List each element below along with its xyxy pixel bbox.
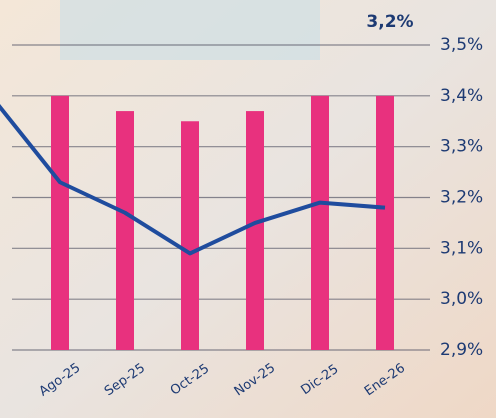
y-tick-label: 3,1% xyxy=(440,238,483,258)
annotation: 3,2% xyxy=(366,12,413,32)
bar xyxy=(311,96,329,350)
y-tick-label: 3,4% xyxy=(440,86,483,106)
bar xyxy=(246,111,264,350)
y-tick-label: 3,2% xyxy=(440,188,483,208)
y-tick-label: 2,9% xyxy=(440,340,483,360)
bar xyxy=(181,121,199,350)
background-shape xyxy=(60,0,320,60)
y-tick-label: 3,0% xyxy=(440,289,483,309)
bar xyxy=(51,96,69,350)
y-tick-label: 3,3% xyxy=(440,137,483,157)
bar xyxy=(376,96,394,350)
bar xyxy=(116,111,134,350)
y-tick-label: 3,5% xyxy=(440,35,483,55)
chart: 3,2% 3,5%3,4%3,3%3,2%3,1%3,0%2,9%Ago-25S… xyxy=(0,0,496,418)
